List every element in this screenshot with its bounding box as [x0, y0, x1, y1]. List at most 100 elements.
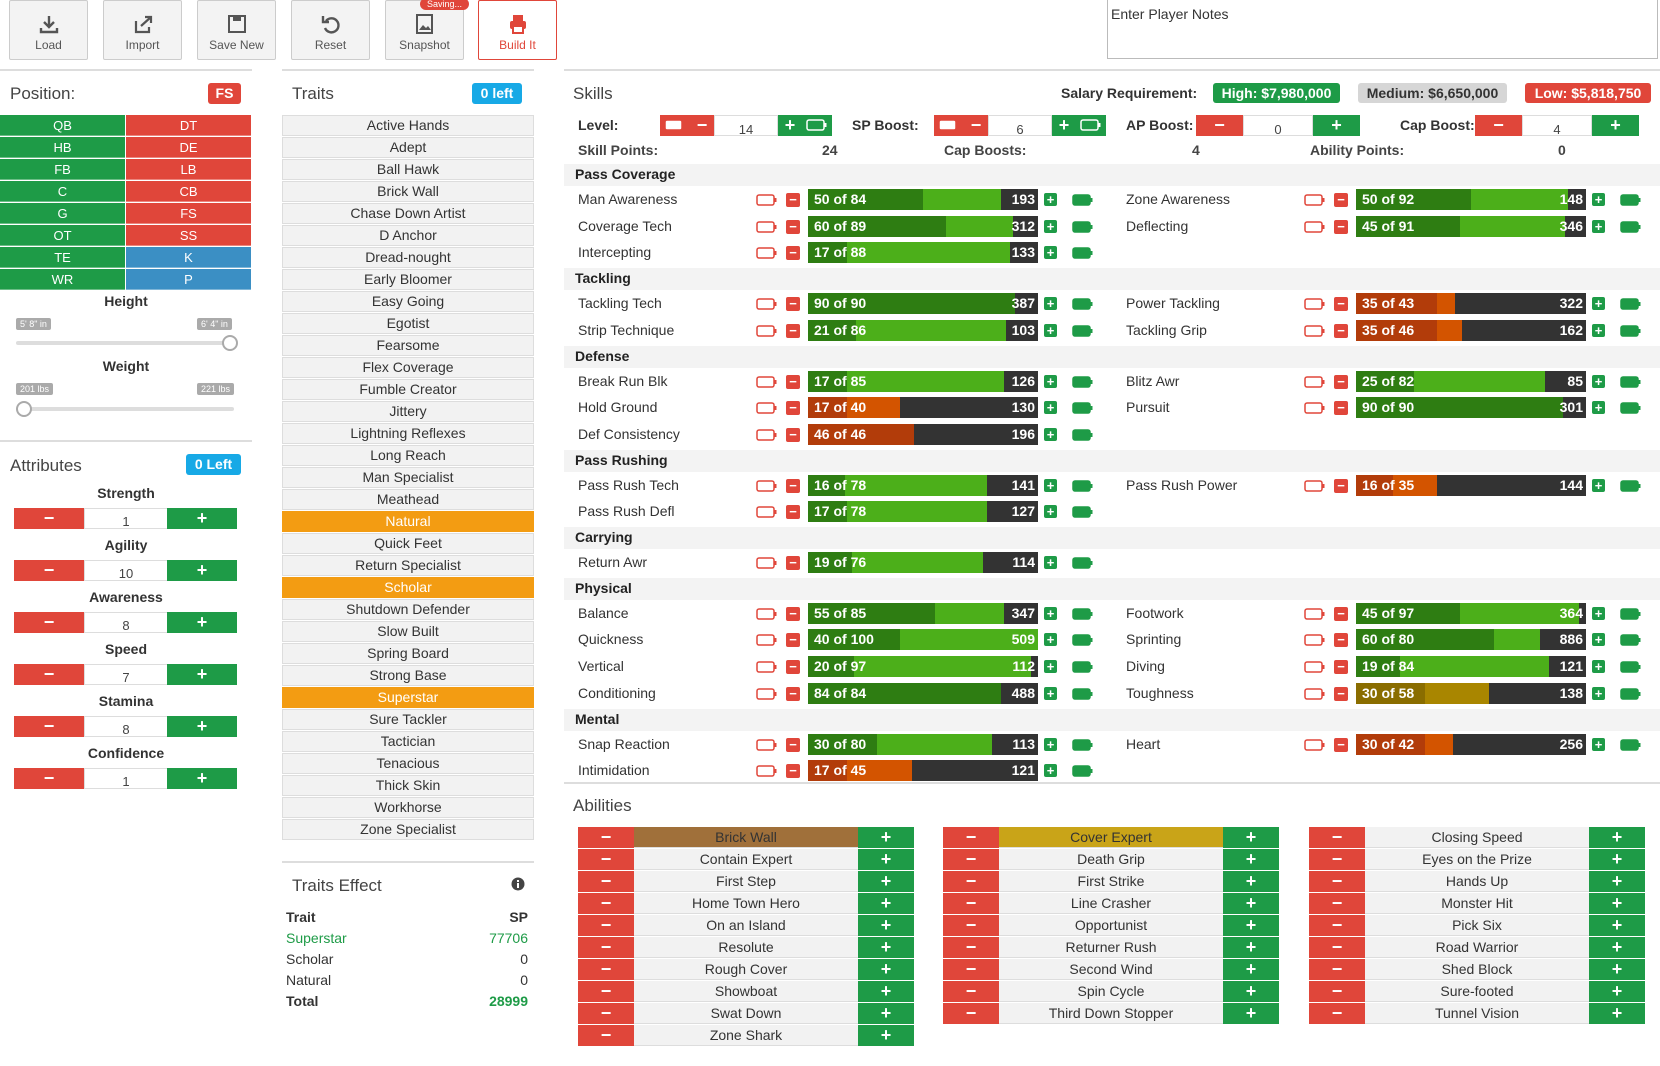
skill-plus-button[interactable]: +	[1592, 323, 1605, 337]
attr-speed-minus-button[interactable]: −	[14, 664, 84, 685]
skill-min-icon[interactable]	[756, 325, 777, 337]
position-hb[interactable]: HB	[0, 137, 125, 158]
skill-plus-button[interactable]: +	[1044, 505, 1057, 519]
ability-plus-button[interactable]: +	[858, 1003, 914, 1024]
ability-minus-button[interactable]: −	[578, 871, 634, 892]
ability-minus-button[interactable]: −	[578, 827, 634, 848]
skill-minus-button[interactable]: −	[1334, 606, 1348, 621]
trait-item[interactable]: Meathead	[282, 489, 534, 510]
trait-item[interactable]: Scholar	[282, 577, 534, 598]
ability-minus-button[interactable]: −	[943, 871, 999, 892]
ability-plus-button[interactable]: +	[858, 915, 914, 936]
skill-minus-button[interactable]: −	[786, 193, 800, 207]
ability-plus-button[interactable]: +	[1223, 1003, 1279, 1024]
skill-max-icon[interactable]	[1072, 194, 1093, 206]
ability-minus-button[interactable]: −	[1309, 959, 1365, 980]
trait-item[interactable]: Man Specialist	[282, 467, 534, 488]
skill-minus-button[interactable]: −	[1334, 323, 1348, 338]
trait-item[interactable]: Fumble Creator	[282, 379, 534, 400]
ability-plus-button[interactable]: +	[1589, 937, 1645, 958]
trait-item[interactable]: Return Specialist	[282, 555, 534, 576]
ability-minus-button[interactable]: −	[578, 893, 634, 914]
skill-minus-button[interactable]: −	[1334, 633, 1348, 648]
skill-minus-button[interactable]: −	[786, 633, 800, 648]
skill-minus-button[interactable]: −	[1334, 219, 1348, 234]
skill-min-icon[interactable]	[756, 634, 777, 647]
skill-plus-button[interactable]: +	[1044, 764, 1057, 778]
attr-confidence-value[interactable]: 1	[84, 768, 168, 789]
ability-minus-button[interactable]: −	[578, 849, 634, 870]
skill-minus-button[interactable]: −	[786, 478, 800, 493]
attr-agility-minus-button[interactable]: −	[14, 560, 84, 581]
skill-max-icon[interactable]	[1620, 607, 1641, 620]
trait-item[interactable]: Zone Specialist	[282, 819, 534, 840]
skill-minus-button[interactable]: −	[786, 556, 800, 570]
ability-plus-button[interactable]: +	[1589, 915, 1645, 936]
skill-max-icon[interactable]	[1072, 429, 1093, 441]
skill-max-icon[interactable]	[1620, 479, 1641, 492]
skill-max-icon[interactable]	[1620, 738, 1641, 751]
cap-boost-plus-button[interactable]	[1592, 115, 1639, 136]
ability-plus-button[interactable]: +	[1223, 915, 1279, 936]
level-min-icon[interactable]	[664, 119, 685, 131]
skill-min-icon[interactable]	[756, 247, 777, 260]
weight-slider[interactable]	[16, 407, 234, 411]
ability-plus-button[interactable]: +	[858, 893, 914, 914]
skill-minus-button[interactable]: −	[786, 606, 800, 621]
skill-minus-button[interactable]: −	[786, 219, 800, 234]
trait-item[interactable]: Jittery	[282, 401, 534, 422]
skill-plus-button[interactable]: +	[1044, 219, 1057, 233]
trait-item[interactable]: Tactician	[282, 731, 534, 752]
skill-max-icon[interactable]	[1072, 375, 1093, 388]
ability-plus-button[interactable]: +	[1589, 849, 1645, 870]
ability-plus-button[interactable]: +	[858, 1025, 914, 1046]
trait-item[interactable]: Chase Down Artist	[282, 203, 534, 224]
ability-item[interactable]: Home Town Hero	[634, 893, 858, 914]
attr-speed-plus-button[interactable]: +	[167, 664, 237, 685]
trait-item[interactable]: Natural	[282, 511, 534, 532]
position-te[interactable]: TE	[0, 247, 125, 268]
ability-minus-button[interactable]: −	[578, 959, 634, 980]
ability-plus-button[interactable]: +	[858, 871, 914, 892]
build-it-button[interactable]: Build It	[478, 0, 557, 60]
height-slider-handle[interactable]	[222, 335, 238, 351]
trait-item[interactable]: Brick Wall	[282, 181, 534, 202]
ability-minus-button[interactable]: −	[943, 849, 999, 870]
ability-item[interactable]: Spin Cycle	[999, 981, 1223, 1002]
skill-plus-button[interactable]: +	[1592, 633, 1605, 647]
position-p[interactable]: P	[126, 269, 251, 290]
ability-item[interactable]: Zone Shark	[634, 1025, 858, 1046]
trait-item[interactable]: Adept	[282, 137, 534, 158]
ability-plus-button[interactable]: +	[1589, 959, 1645, 980]
skill-plus-button[interactable]: +	[1044, 323, 1057, 337]
attr-confidence-minus-button[interactable]: −	[14, 768, 84, 789]
level-max-icon[interactable]	[806, 119, 827, 131]
skill-minus-button[interactable]: −	[786, 764, 800, 779]
trait-item[interactable]: Spring Board	[282, 643, 534, 664]
ability-plus-button[interactable]: +	[1589, 893, 1645, 914]
skill-minus-button[interactable]: −	[786, 427, 800, 442]
trait-item[interactable]: Fearsome	[282, 335, 534, 356]
skill-min-icon[interactable]	[1304, 325, 1325, 337]
sp-boost-minus-icon[interactable]: −	[970, 115, 982, 135]
position-wr[interactable]: WR	[0, 269, 125, 290]
skill-min-icon[interactable]	[756, 607, 777, 620]
trait-item[interactable]: Tenacious	[282, 753, 534, 774]
ap-boost-plus-button[interactable]	[1313, 115, 1360, 136]
skill-max-icon[interactable]	[1072, 688, 1093, 700]
position-fs[interactable]: FS	[126, 203, 251, 224]
trait-item[interactable]: Quick Feet	[282, 533, 534, 554]
skill-plus-button[interactable]: +	[1044, 686, 1057, 700]
skill-min-icon[interactable]	[1304, 194, 1325, 206]
ability-item[interactable]: On an Island	[634, 915, 858, 936]
ability-minus-button[interactable]: −	[1309, 1003, 1365, 1024]
ability-item[interactable]: Shed Block	[1365, 959, 1589, 980]
attr-strength-value[interactable]: 1	[84, 508, 168, 529]
reset-button[interactable]: Reset	[291, 0, 370, 60]
skill-minus-button[interactable]: −	[1334, 478, 1348, 493]
skill-min-icon[interactable]	[756, 220, 777, 233]
skill-max-icon[interactable]	[1072, 557, 1093, 569]
skill-minus-button[interactable]: −	[786, 323, 800, 338]
skill-plus-button[interactable]: +	[1044, 606, 1057, 620]
skill-minus-button[interactable]: −	[786, 686, 800, 701]
